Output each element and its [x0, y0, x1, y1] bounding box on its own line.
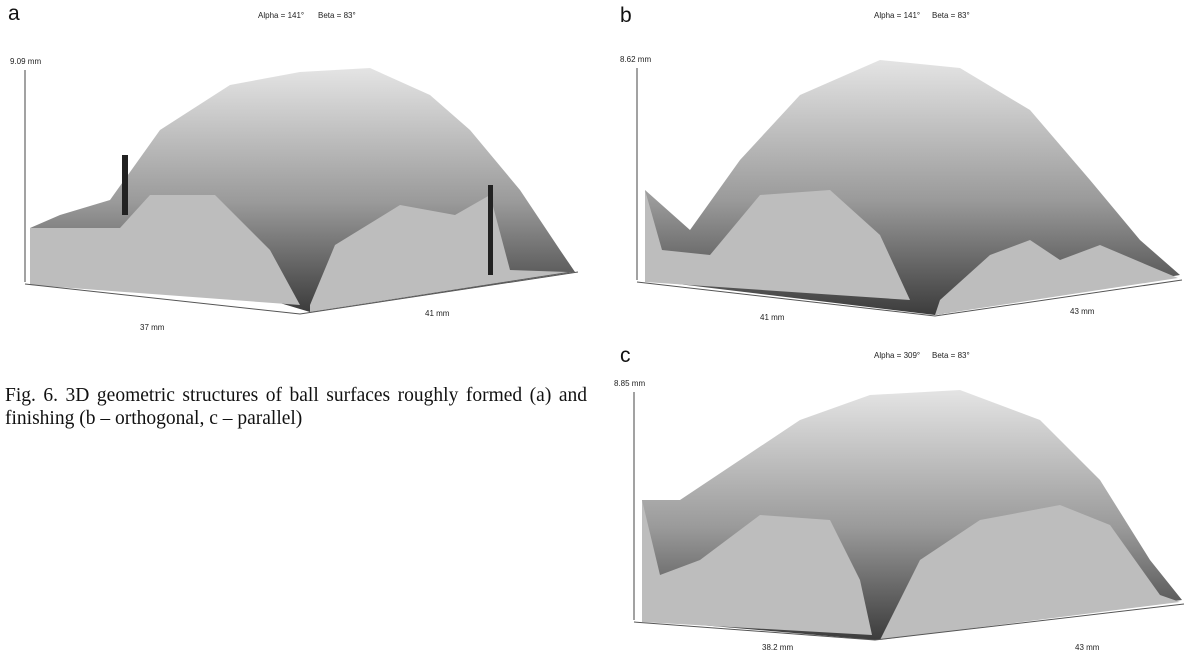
alpha: Alpha = 309°	[874, 351, 920, 360]
caption: Fig. 6. 3D geometric structures of ball …	[5, 384, 587, 430]
panel-c: c Alpha = 309° Beta = 83° 8.85 mm 38.2 m…	[614, 344, 1184, 652]
panel-letter: b	[620, 4, 632, 27]
panel-letter: c	[620, 344, 631, 367]
x-axis-label: 38.2 mm	[762, 643, 793, 652]
y-axis-label: 43 mm	[1070, 307, 1095, 316]
page: {"panels": [ {"letter": "a", "alpha": "A…	[0, 0, 1186, 654]
x-axis-label: 37 mm	[140, 323, 165, 332]
height-label: 9.09 mm	[10, 57, 41, 66]
y-axis-label: 41 mm	[425, 309, 450, 318]
artifact	[122, 155, 128, 215]
beta: Beta = 83°	[932, 351, 970, 360]
figure: a Alpha = 141° Beta = 83° 9.09 mm 37 mm …	[0, 0, 1186, 654]
beta: Beta = 83°	[932, 11, 970, 20]
alpha: Alpha = 141°	[874, 11, 920, 20]
height-label: 8.85 mm	[614, 379, 645, 388]
artifact	[488, 185, 493, 275]
panel-a: a Alpha = 141° Beta = 83° 9.09 mm 37 mm …	[8, 2, 578, 332]
panel-b: b Alpha = 141° Beta = 83° 8.62 mm 41 mm …	[620, 4, 1182, 322]
y-axis-label: 43 mm	[1075, 643, 1100, 652]
height-label: 8.62 mm	[620, 55, 651, 64]
x-axis-label: 41 mm	[760, 313, 785, 322]
panel-letter: a	[8, 2, 20, 25]
alpha: Alpha = 141°	[258, 11, 304, 20]
beta: Beta = 83°	[318, 11, 356, 20]
